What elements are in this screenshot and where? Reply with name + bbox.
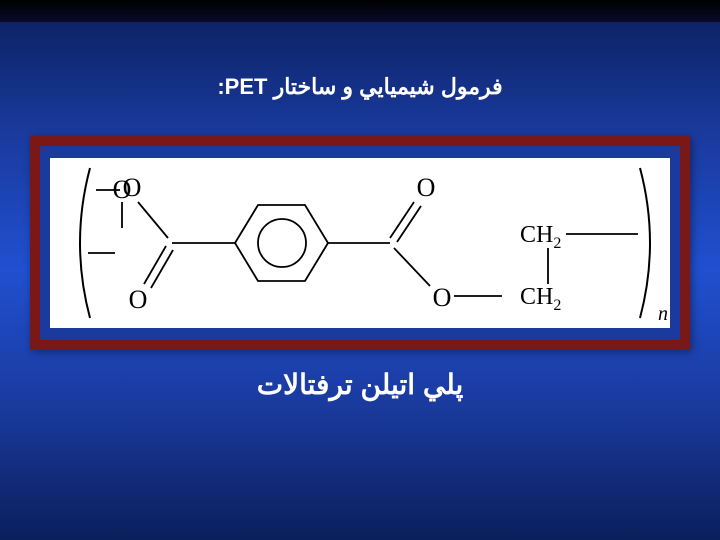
pet-structure-svg: n O bbox=[50, 158, 670, 328]
slide-subtitle: پلي اتيلن ترفتالات bbox=[0, 368, 720, 401]
atom-O1-real: O bbox=[123, 173, 142, 202]
title-latin: PET bbox=[225, 74, 268, 99]
atom-CH2a: CH2 bbox=[520, 222, 561, 252]
bond-C2-O bbox=[394, 248, 430, 286]
right-bracket bbox=[640, 168, 650, 318]
header-band bbox=[0, 0, 720, 22]
bond-C2-dO-b bbox=[397, 206, 421, 242]
formula-inner: n O bbox=[50, 158, 670, 328]
atom-CH2b: CH2 bbox=[520, 284, 561, 314]
benzene-ring bbox=[235, 205, 328, 281]
bond-C1-dO-a bbox=[144, 246, 166, 284]
left-bracket bbox=[80, 168, 90, 318]
subscript-n: n bbox=[658, 303, 668, 325]
benzene-circle bbox=[258, 219, 306, 267]
slide-title: فرمول شيميايي و ساختار PET: bbox=[0, 74, 720, 100]
title-suffix: : bbox=[217, 74, 224, 99]
atom-O3: O bbox=[417, 173, 436, 202]
atom-O4: O bbox=[433, 283, 452, 312]
bond-C1-dO-b bbox=[151, 250, 173, 288]
bond-O-C1 bbox=[138, 202, 168, 238]
title-prefix: فرمول شيميايي و ساختار bbox=[274, 74, 503, 99]
slide: فرمول شيميايي و ساختار PET: n O bbox=[0, 0, 720, 540]
bond-C2-dO-a bbox=[390, 202, 414, 238]
formula-box: n O bbox=[30, 136, 690, 350]
atom-O2: O bbox=[129, 285, 148, 314]
